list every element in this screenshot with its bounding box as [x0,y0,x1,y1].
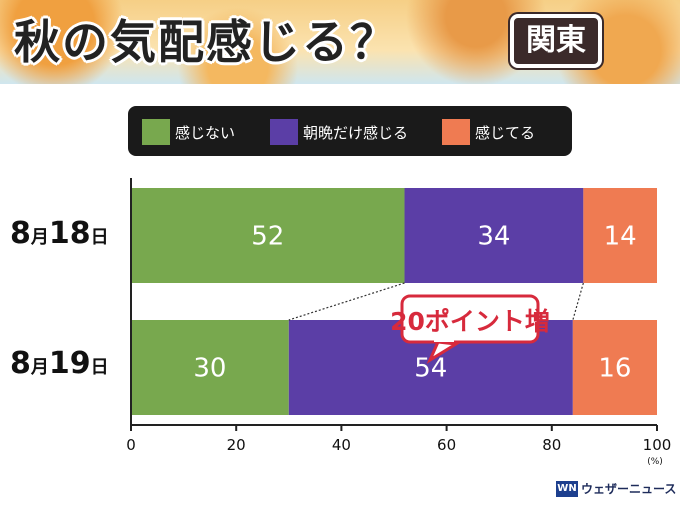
legend-swatch-0 [142,119,170,145]
x-tick-label-3: 60 [437,436,456,454]
legend-swatch-2 [442,119,470,145]
category-label-0: 8月18日 [10,216,109,251]
x-unit-label: (%) [647,457,663,467]
legend-label-2: 感じてる [475,123,536,142]
legend-label-0: 感じない [175,123,236,142]
brand-name: ウェザーニュース [581,482,677,496]
data-label-0-0: 52 [251,222,284,252]
brand-mark-icon: WN [556,480,578,497]
legend-label-1: 朝晩だけ感じる [303,123,409,142]
x-tick-label-0: 0 [126,436,136,454]
legend-swatch-1 [270,119,298,145]
brand-logo: WN ウェザーニュース [556,480,676,497]
data-label-1-2: 16 [598,354,631,384]
callout-text: 20ポイント増 [390,307,550,336]
x-tick-label-1: 20 [227,436,246,454]
x-tick-label-4: 80 [542,436,561,454]
bar-1-0 [131,320,289,415]
bar-0-0 [131,188,405,283]
data-label-0-2: 14 [604,222,637,252]
bar-0-2 [583,188,657,283]
bar-1-2 [572,320,657,415]
legend-item-1: 朝晩だけ感じる [270,119,408,145]
header-banner: 秋の気配感じる？ 関東 [0,0,680,84]
x-tick-label-5: 100 [643,436,672,454]
category-label-1: 8月19日 [10,346,109,381]
connector-line-1 [572,282,584,321]
bar-0-1 [404,188,584,283]
chart-legend: 感じない 朝晩だけ感じる 感じてる [128,106,572,156]
data-label-0-1: 34 [477,222,510,252]
connector-line-0 [288,282,405,321]
x-tick-label-2: 40 [332,436,351,454]
legend-item-0: 感じない [142,119,235,145]
page-title: 秋の気配感じる？ [14,15,398,69]
data-label-1-0: 30 [193,354,226,384]
legend-item-2: 感じてる [442,119,535,145]
region-badge: 関東 [510,14,602,68]
callout-box [400,294,540,344]
